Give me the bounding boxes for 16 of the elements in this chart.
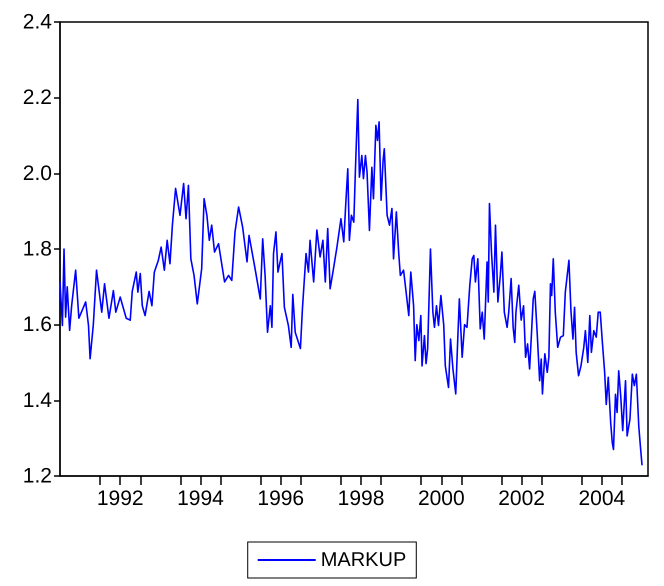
x-tick-label: 2004 [578, 487, 626, 510]
x-tick-label: 1994 [177, 487, 224, 510]
y-tick-label: 2.2 [22, 86, 52, 110]
x-tick-label: 2000 [418, 487, 465, 510]
x-tick-label: 1992 [96, 487, 144, 510]
line-series [59, 98, 643, 466]
y-tick-label: 1.6 [22, 313, 52, 336]
x-tick-label: 1996 [257, 487, 304, 510]
x-tick-label: 1998 [338, 487, 384, 510]
y-tick-label: 1.2 [22, 464, 52, 488]
y-tick-label: 2.4 [22, 10, 52, 34]
x-tick-label: 2002 [498, 487, 545, 510]
y-tick-label: 1.4 [22, 388, 52, 412]
legend-label: MARKUP [320, 549, 406, 571]
y-tick-label: 2.0 [22, 162, 52, 185]
y-tick-label: 1.8 [22, 238, 52, 260]
